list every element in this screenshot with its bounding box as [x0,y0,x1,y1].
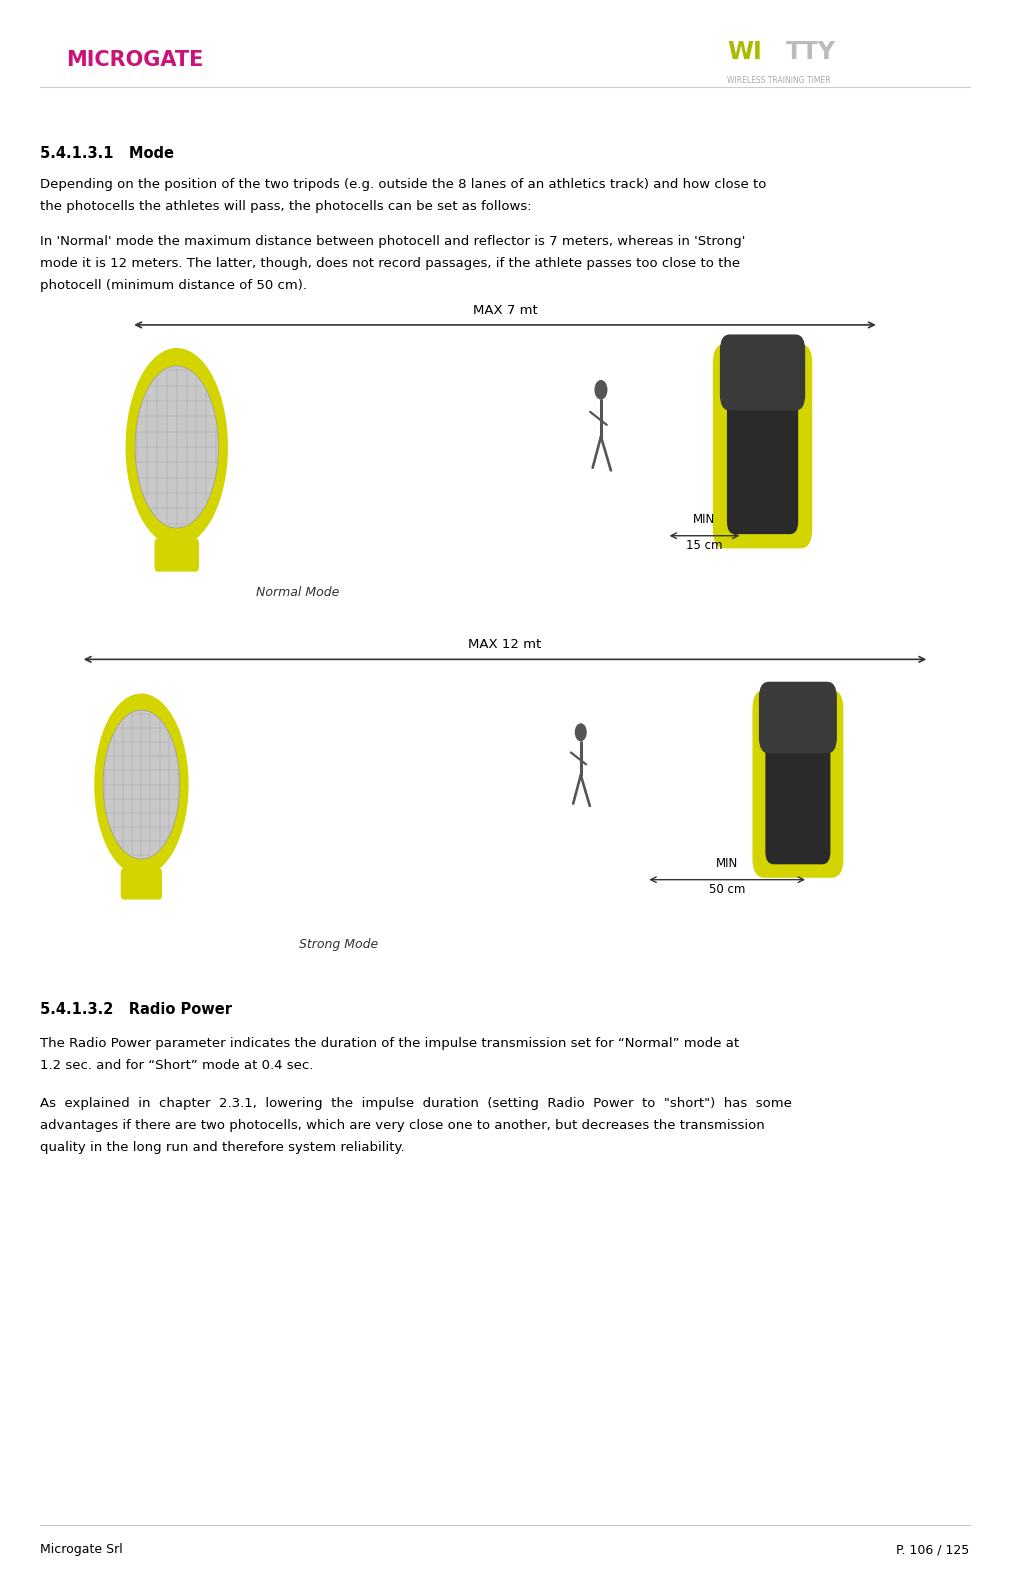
Text: MIN: MIN [716,857,738,870]
Text: photocell (minimum distance of 50 cm).: photocell (minimum distance of 50 cm). [40,279,307,292]
Text: 5.4.1.3.1   Mode: 5.4.1.3.1 Mode [40,146,175,160]
Text: quality in the long run and therefore system reliability.: quality in the long run and therefore sy… [40,1141,405,1154]
Text: WI: WI [727,40,762,65]
Circle shape [576,724,586,740]
Text: WIRELESS TRAINING TIMER: WIRELESS TRAINING TIMER [727,76,831,86]
FancyBboxPatch shape [121,869,162,900]
Text: In 'Normal' mode the maximum distance between photocell and reflector is 7 meter: In 'Normal' mode the maximum distance be… [40,235,745,247]
Text: As  explained  in  chapter  2.3.1,  lowering  the  impulse  duration  (setting  : As explained in chapter 2.3.1, lowering … [40,1097,792,1110]
Text: mode it is 12 meters. The latter, though, does not record passages, if the athle: mode it is 12 meters. The latter, though… [40,257,740,269]
Text: advantages if there are two photocells, which are very close one to another, but: advantages if there are two photocells, … [40,1119,766,1132]
FancyBboxPatch shape [759,682,837,753]
Ellipse shape [95,694,188,875]
Text: MAX 7 mt: MAX 7 mt [473,304,537,317]
FancyBboxPatch shape [752,689,843,878]
FancyBboxPatch shape [155,539,199,572]
FancyBboxPatch shape [713,344,812,548]
FancyBboxPatch shape [766,705,830,864]
Text: TTY: TTY [786,40,836,65]
Text: Microgate Srl: Microgate Srl [40,1544,123,1556]
Ellipse shape [135,366,218,528]
FancyBboxPatch shape [727,360,798,534]
Text: MIN: MIN [693,514,715,526]
Text: 1.2 sec. and for “Short” mode at 0.4 sec.: 1.2 sec. and for “Short” mode at 0.4 sec… [40,1059,314,1071]
Circle shape [595,380,607,399]
Text: Normal Mode: Normal Mode [257,586,339,599]
FancyBboxPatch shape [720,334,805,411]
Text: 50 cm: 50 cm [709,883,745,896]
Text: Depending on the position of the two tripods (e.g. outside the 8 lanes of an ath: Depending on the position of the two tri… [40,178,767,190]
Text: 15 cm: 15 cm [686,539,722,552]
Text: MAX 12 mt: MAX 12 mt [469,639,541,651]
Text: the photocells the athletes will pass, the photocells can be set as follows:: the photocells the athletes will pass, t… [40,200,532,212]
Text: The Radio Power parameter indicates the duration of the impulse transmission set: The Radio Power parameter indicates the … [40,1037,739,1049]
Text: Strong Mode: Strong Mode [299,938,378,951]
Text: MICROGATE: MICROGATE [66,51,203,70]
Ellipse shape [126,349,227,545]
Ellipse shape [103,710,180,859]
Text: P. 106 / 125: P. 106 / 125 [896,1544,970,1556]
Text: 5.4.1.3.2   Radio Power: 5.4.1.3.2 Radio Power [40,1002,232,1016]
